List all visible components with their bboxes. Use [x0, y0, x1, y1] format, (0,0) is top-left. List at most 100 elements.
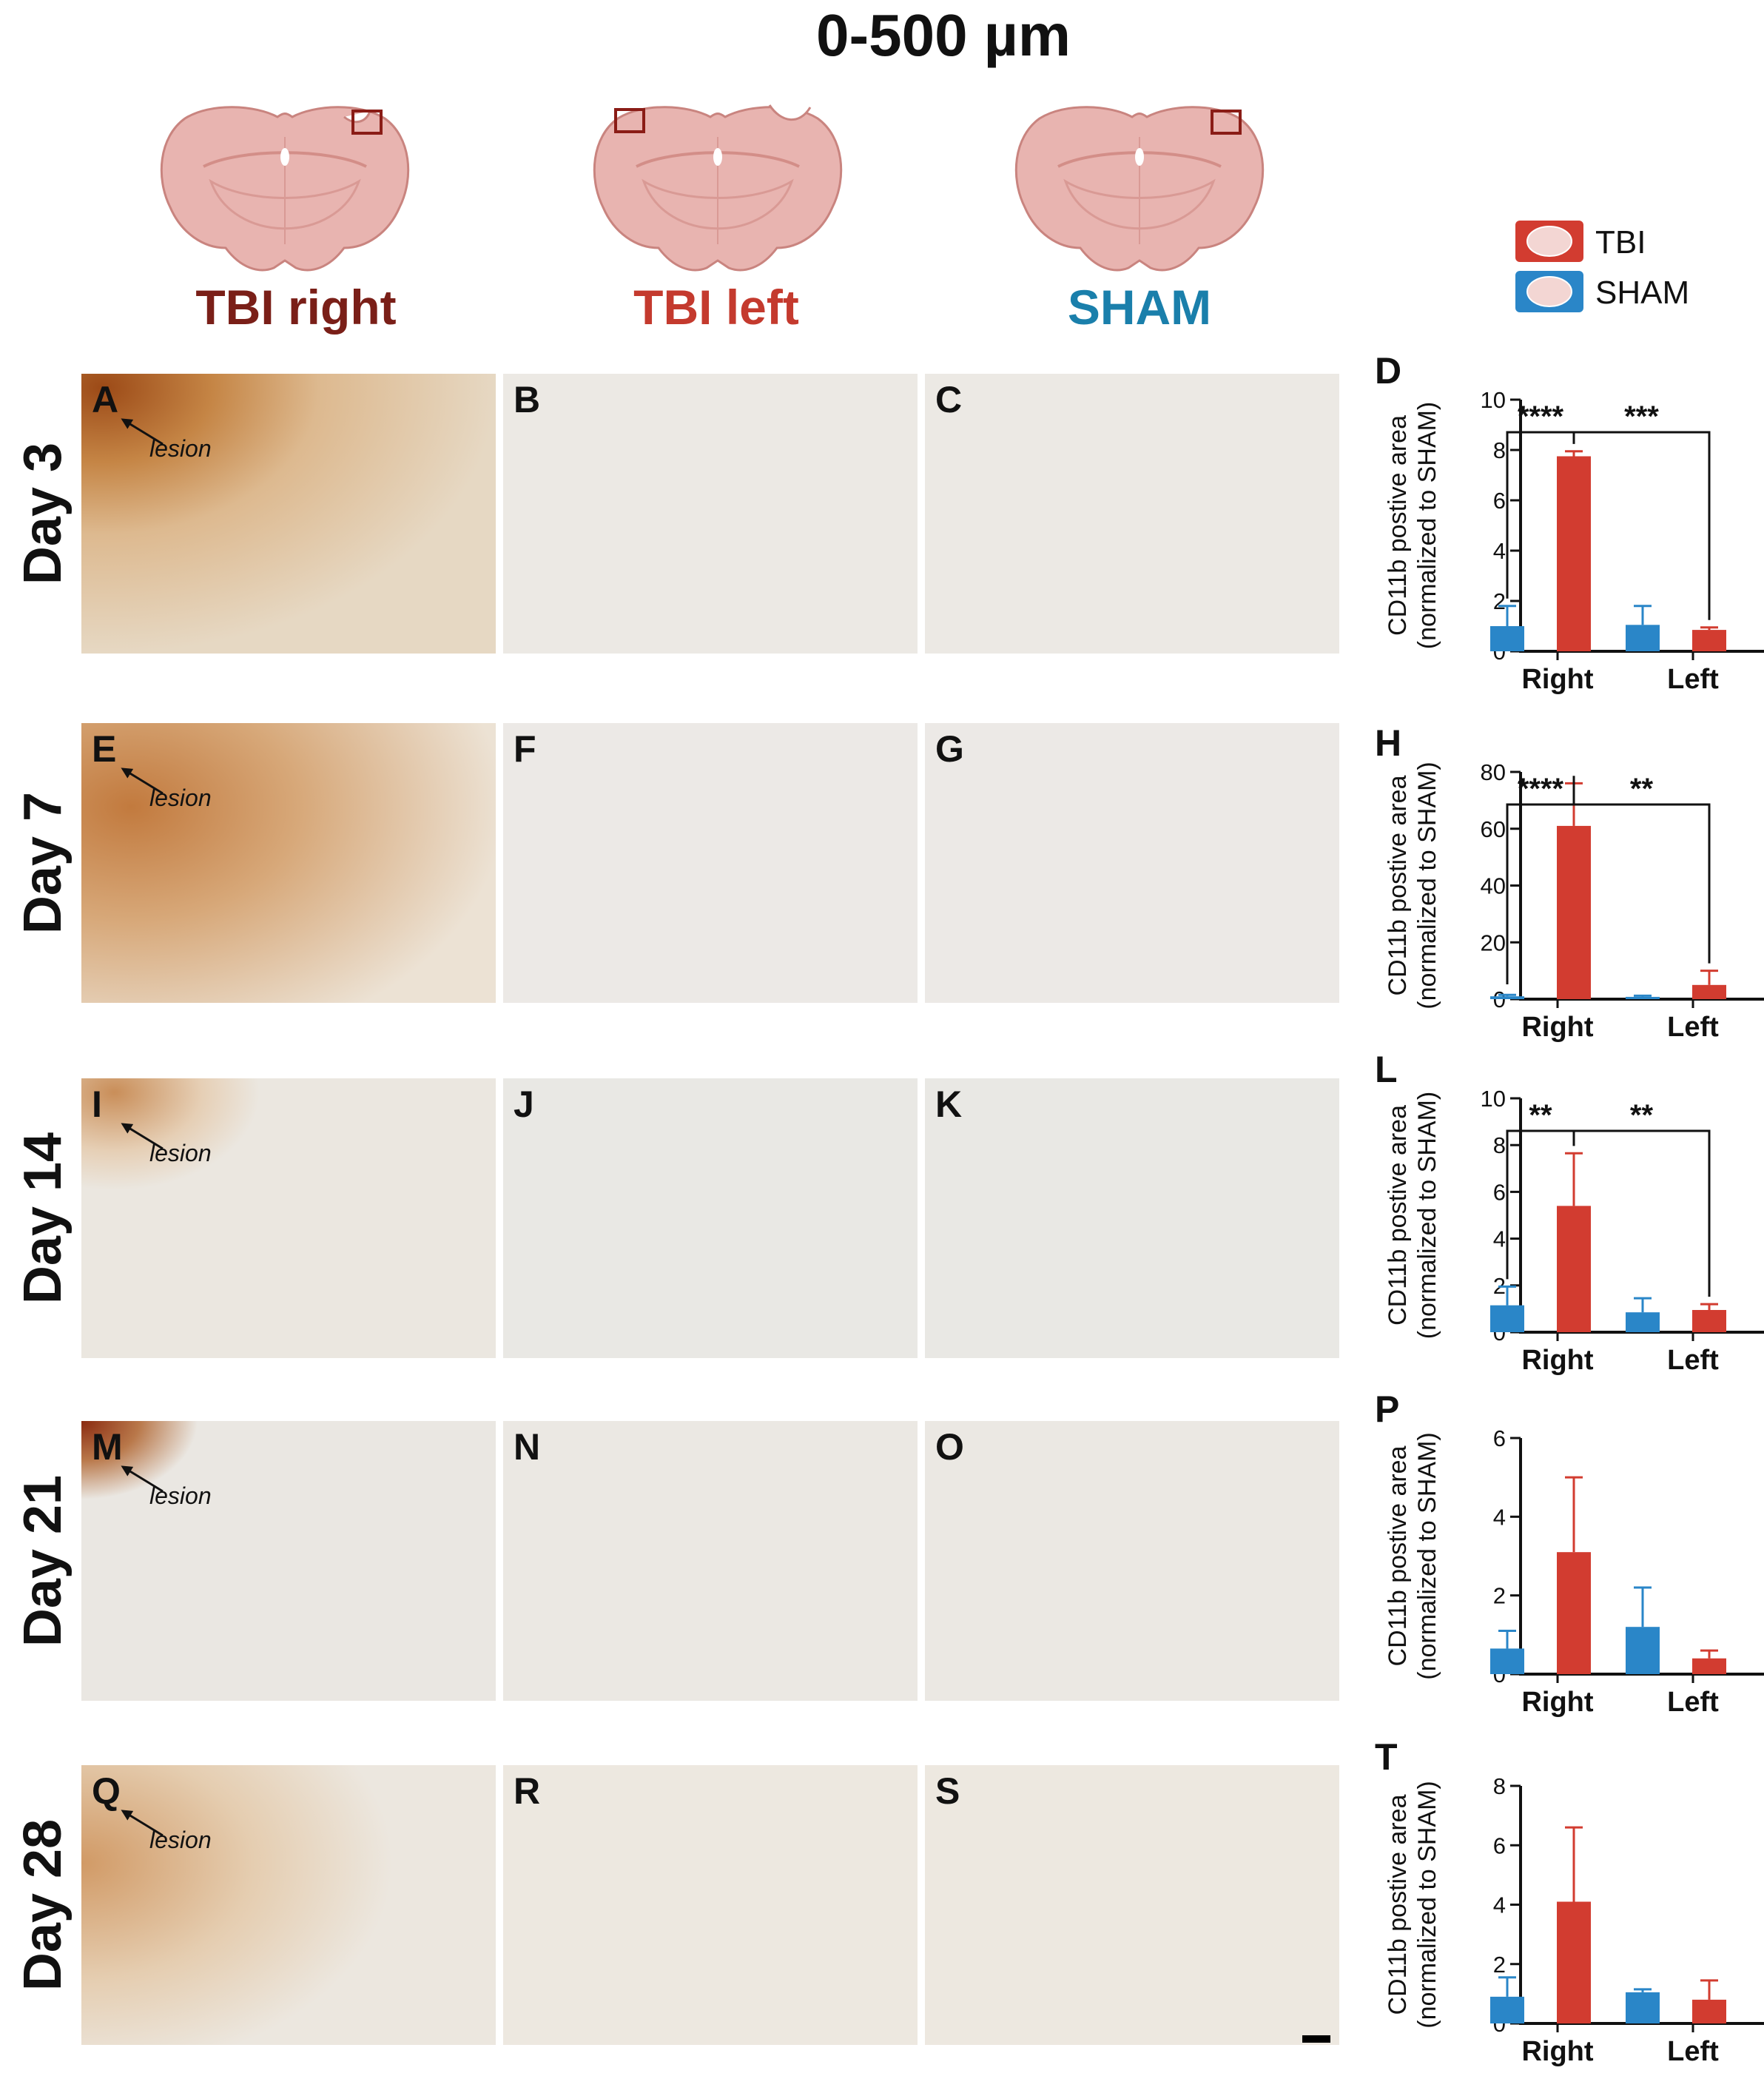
- y-axis-label: CD11b postive area: [1384, 1445, 1412, 1666]
- legend-brain-icon-tbi: [1526, 226, 1572, 257]
- y-tick-label: 20: [1481, 930, 1506, 955]
- y-tick-label: 2: [1493, 588, 1506, 614]
- column-header-tbi-left: TBI left: [633, 280, 799, 335]
- micrograph-panel-m: [81, 1421, 496, 1701]
- bar-tbi-left: [1692, 1309, 1726, 1332]
- y-tick-label: 10: [1481, 387, 1506, 413]
- x-tick-label-left: Left: [1667, 664, 1719, 695]
- y-tick-label: 4: [1493, 1504, 1506, 1530]
- scale-bar: [1302, 2035, 1330, 2043]
- y-tick-label: 40: [1481, 873, 1506, 899]
- micrograph-panel-a: [81, 374, 496, 654]
- y-axis-label: (normalized to SHAM): [1413, 762, 1441, 1009]
- panel-letter-s: S: [935, 1770, 960, 1812]
- bar-tbi-right: [1557, 1206, 1591, 1332]
- bar-sham-right: [1490, 626, 1524, 651]
- panel-letter-j: J: [514, 1084, 534, 1125]
- lesion-label: lesion: [149, 1140, 212, 1166]
- micrograph-panel-g: [925, 723, 1339, 1003]
- panel-letter-o: O: [935, 1426, 964, 1468]
- bar-tbi-right: [1557, 456, 1591, 651]
- chart-panel-letter: L: [1375, 1049, 1398, 1090]
- y-tick-label: 8: [1493, 1132, 1506, 1158]
- panel-letter-n: N: [514, 1426, 540, 1468]
- brain-schematic-tbi-left: [593, 104, 843, 272]
- bar-sham-left: [1626, 996, 1660, 999]
- y-axis-label: CD11b postive area: [1384, 415, 1412, 636]
- y-tick-label: 4: [1493, 1226, 1506, 1252]
- micrograph-panel-e: [81, 723, 496, 1003]
- y-tick-label: 6: [1493, 1179, 1506, 1205]
- lesion-arrow: [121, 1810, 164, 1837]
- significance-bracket: [1572, 431, 1711, 620]
- legend-label-tbi: TBI: [1595, 224, 1646, 261]
- bar-tbi-left: [1692, 984, 1726, 999]
- row-label-day-28: Day 28: [13, 1819, 73, 1991]
- micrograph-panel-f: [503, 723, 918, 1003]
- panel-letter-k: K: [935, 1084, 962, 1125]
- bar-tbi-left: [1692, 1999, 1726, 2023]
- x-tick-label-right: Right: [1521, 1012, 1593, 1043]
- bar-sham-right: [1490, 996, 1524, 999]
- bar-tbi-right: [1557, 1901, 1591, 2023]
- y-tick-label: 8: [1493, 437, 1506, 463]
- chart-panel-letter: T: [1375, 1736, 1398, 1778]
- column-header-tbi-right: TBI right: [195, 280, 396, 335]
- y-tick-label: 4: [1493, 538, 1506, 564]
- lesion-label: lesion: [149, 785, 212, 811]
- bar-sham-right: [1490, 1996, 1524, 2023]
- bar-sham-right: [1490, 1305, 1524, 1332]
- lesion-label: lesion: [149, 1827, 212, 1853]
- row-label-day-21: Day 21: [13, 1475, 73, 1647]
- bar-tbi-right: [1557, 1552, 1591, 1674]
- significance-label: ****: [1518, 773, 1564, 805]
- significance-bracket: [1572, 776, 1711, 964]
- bar-sham-left: [1626, 1992, 1660, 2023]
- panel-letter-m: M: [92, 1426, 123, 1468]
- chart-panel-h: H CD11b postive area (normalized to SHAM) 0…: [1375, 722, 1764, 1043]
- micrograph-panel-s: [925, 1765, 1339, 2045]
- lesion-arrow: [121, 1465, 164, 1493]
- y-tick-label: 0: [1493, 987, 1506, 1012]
- y-tick-label: 10: [1481, 1086, 1506, 1112]
- legend-brain-icon-sham: [1526, 276, 1572, 307]
- panel-letter-f: F: [514, 728, 536, 770]
- micrograph-panel-j: [503, 1078, 918, 1358]
- bar-tbi-right: [1557, 825, 1591, 999]
- significance-label: **: [1630, 773, 1654, 805]
- panel-letter-e: E: [92, 728, 116, 770]
- panel-letter-i: I: [92, 1084, 102, 1125]
- y-axis-label: CD11b postive area: [1384, 1105, 1412, 1326]
- micrograph-panel-n: [503, 1421, 918, 1701]
- x-tick-label-right: Right: [1521, 1687, 1593, 1718]
- x-tick-label-left: Left: [1667, 1012, 1719, 1043]
- significance-label: ***: [1624, 400, 1659, 433]
- bar-sham-left: [1626, 1312, 1660, 1332]
- lesion-arrow: [121, 418, 164, 446]
- panel-letter-c: C: [935, 379, 962, 420]
- lesion-arrow: [121, 1123, 164, 1150]
- y-axis-label: (normalized to SHAM): [1413, 1432, 1441, 1679]
- x-tick-label-left: Left: [1667, 1345, 1719, 1376]
- y-tick-label: 80: [1481, 759, 1506, 785]
- bar-sham-left: [1626, 625, 1660, 651]
- figure-title: 0-500 µm: [816, 2, 1071, 68]
- panel-letter-a: A: [92, 379, 118, 420]
- bar-tbi-left: [1692, 630, 1726, 651]
- column-header-sham: SHAM: [1068, 280, 1211, 335]
- panel-letter-r: R: [514, 1770, 540, 1812]
- y-axis-label: (normalized to SHAM): [1413, 1092, 1441, 1339]
- significance-bracket: [1572, 1129, 1711, 1297]
- chart-panel-letter: P: [1375, 1388, 1399, 1430]
- x-tick-label-right: Right: [1521, 1345, 1593, 1376]
- micrograph-panel-i: [81, 1078, 496, 1358]
- significance-label: **: [1630, 1099, 1654, 1132]
- bar-sham-left: [1626, 1627, 1660, 1674]
- panel-letter-q: Q: [92, 1770, 121, 1812]
- bar-tbi-left: [1692, 1658, 1726, 1674]
- y-axis-label: CD11b postive area: [1384, 775, 1412, 995]
